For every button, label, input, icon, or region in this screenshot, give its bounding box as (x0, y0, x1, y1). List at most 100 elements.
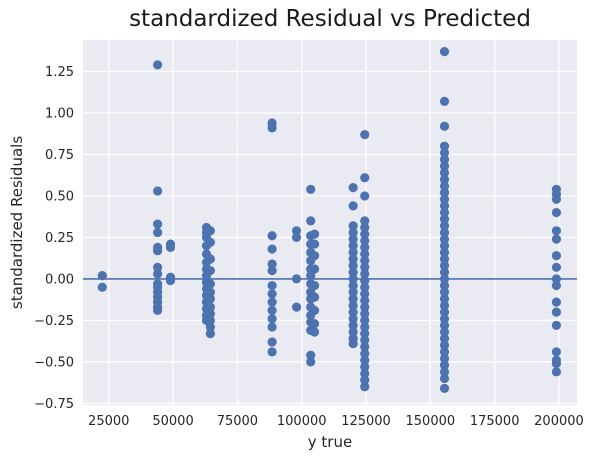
data-point (360, 216, 370, 226)
data-point (439, 254, 450, 264)
data-point (291, 232, 302, 243)
data-point (348, 183, 358, 193)
data-point (360, 342, 370, 352)
data-point (551, 347, 562, 357)
data-point (439, 383, 450, 394)
data-point (439, 287, 450, 297)
data-point (267, 266, 277, 276)
data-point (360, 129, 370, 140)
data-point (551, 307, 562, 317)
data-point (551, 207, 562, 218)
data-point (267, 337, 277, 347)
data-point (360, 229, 370, 239)
data-point (309, 264, 320, 274)
data-point (153, 227, 163, 238)
data-point (348, 300, 358, 311)
data-point (551, 234, 562, 244)
data-point (205, 237, 215, 248)
data-point (439, 280, 450, 291)
data-point (309, 319, 320, 329)
y-tick-label: −0.50 (34, 355, 74, 370)
data-point (439, 327, 450, 337)
data-point (439, 221, 450, 231)
data-point (439, 207, 450, 218)
data-point (439, 227, 450, 238)
data-point (439, 194, 450, 204)
data-point (309, 239, 320, 249)
data-point (360, 362, 370, 372)
data-point (439, 347, 450, 357)
data-point (153, 219, 163, 229)
data-point (439, 154, 450, 165)
data-point (360, 329, 370, 339)
data-point (360, 375, 370, 385)
data-point (439, 234, 450, 244)
y-tick-label: −0.75 (34, 397, 74, 412)
data-point (309, 292, 320, 302)
data-point (360, 282, 370, 292)
data-point (306, 350, 316, 360)
data-point (551, 367, 562, 377)
data-point (267, 231, 277, 241)
data-point (439, 247, 450, 257)
data-point (267, 280, 277, 291)
data-point (439, 241, 450, 251)
data-point (439, 121, 450, 131)
data-point (360, 315, 370, 325)
data-point (205, 315, 215, 325)
data-point (267, 305, 277, 316)
axis-ticks: 25000 50000 75000 100000 125000 150000 175000 2… (34, 65, 584, 429)
data-point (360, 295, 370, 306)
data-point (306, 357, 316, 367)
data-point (348, 287, 358, 297)
y-tick-label: 1.00 (45, 107, 74, 122)
data-point (439, 161, 450, 171)
data-point (439, 174, 450, 184)
data-point (348, 320, 358, 330)
data-point (439, 47, 450, 57)
data-point (309, 280, 320, 291)
data-point (348, 201, 358, 211)
x-tick-label: 125000 (341, 414, 391, 429)
data-point (267, 123, 277, 133)
data-point (360, 322, 370, 332)
data-point (267, 347, 277, 357)
data-point (439, 96, 450, 106)
data-point (348, 307, 358, 317)
data-point (348, 261, 358, 271)
data-point (348, 294, 358, 304)
x-tick-label: 175000 (470, 414, 520, 429)
data-point (165, 275, 176, 286)
data-point (360, 222, 370, 233)
data-point (348, 227, 358, 238)
data-point (348, 234, 358, 244)
data-point (291, 302, 302, 312)
data-point (309, 229, 320, 239)
data-point (439, 300, 450, 311)
data-point (348, 339, 358, 349)
data-point (439, 367, 450, 377)
y-tick-label: 0.00 (45, 272, 74, 287)
x-tick-label: 100000 (277, 414, 327, 429)
data-point (205, 254, 215, 264)
data-point (360, 249, 370, 259)
data-point (439, 314, 450, 324)
data-point (97, 282, 107, 292)
data-point (439, 340, 450, 350)
chart-title: standardized Residual vs Predicted (129, 6, 531, 32)
data-point (306, 184, 316, 194)
data-point (360, 289, 370, 299)
data-point (360, 309, 370, 319)
data-point (439, 201, 450, 211)
data-point (348, 274, 358, 284)
data-point (267, 297, 277, 307)
data-point (439, 334, 450, 344)
data-point (348, 267, 358, 277)
data-point (267, 244, 277, 254)
data-point (306, 216, 316, 226)
data-point (439, 307, 450, 317)
data-point (360, 302, 370, 312)
data-point (551, 297, 562, 307)
y-tick-label: 0.50 (45, 189, 74, 204)
